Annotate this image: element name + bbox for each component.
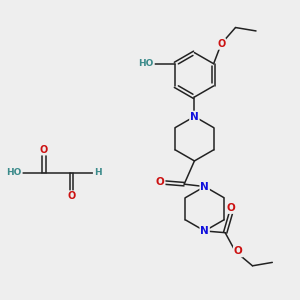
- Text: O: O: [67, 191, 76, 201]
- Text: N: N: [200, 226, 209, 236]
- Text: O: O: [217, 39, 225, 49]
- Text: O: O: [156, 178, 165, 188]
- Text: HO: HO: [139, 59, 154, 68]
- Text: N: N: [190, 112, 199, 122]
- Text: HO: HO: [7, 168, 22, 177]
- Text: O: O: [227, 203, 236, 213]
- Text: N: N: [200, 182, 209, 192]
- Text: H: H: [94, 168, 101, 177]
- Text: O: O: [234, 247, 242, 256]
- Text: O: O: [40, 145, 48, 155]
